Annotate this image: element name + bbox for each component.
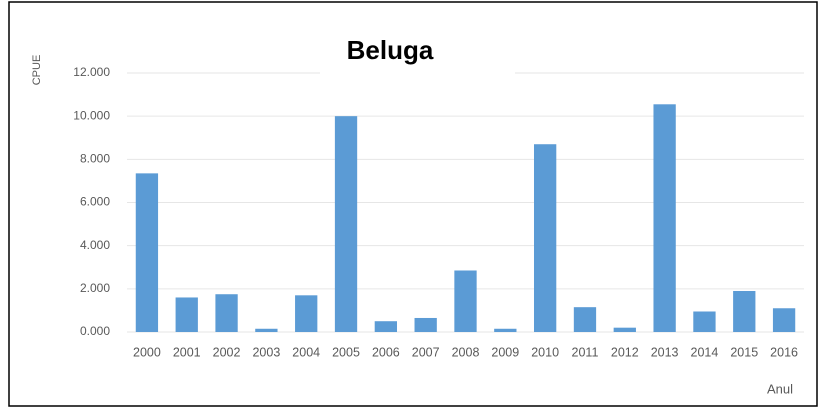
x-tick-label: 2000 [133,345,161,359]
x-tick-label: 2006 [372,345,400,359]
y-tick-label: 4.000 [80,238,110,252]
bar [772,308,796,332]
x-tick-label: 2013 [651,345,679,359]
bar [613,327,636,332]
bar [334,116,358,333]
y-tick-label: 10.000 [73,108,110,122]
bar [693,311,716,332]
x-tick-label: 2002 [213,345,241,359]
y-tick-label: 8.000 [80,152,110,166]
y-axis-label: CPUE [31,55,43,86]
bar [135,173,159,332]
x-tick-label: 2012 [611,345,639,359]
x-tick-label: 2001 [173,345,201,359]
bar [653,104,676,332]
bar [733,290,756,332]
bar [533,144,557,332]
x-tick-label: 2008 [452,345,480,359]
bar [175,297,198,332]
x-tick-label: 2009 [491,345,519,359]
x-tick-label: 2005 [332,345,360,359]
bar [295,295,318,332]
title-background [320,28,515,76]
bar [374,321,398,332]
x-tick-label: 2014 [691,345,719,359]
x-axis-label: Anul [767,381,793,396]
bar [414,317,437,332]
bar [215,294,238,332]
bar [494,328,517,332]
y-tick-label: 12.000 [73,65,110,79]
chart-title: Beluga [347,35,434,65]
x-tick-label: 2003 [252,345,280,359]
x-tick-label: 2004 [292,345,320,359]
y-tick-label: 6.000 [80,195,110,209]
bar [255,328,278,332]
y-tick-label: 2.000 [80,281,110,295]
x-tick-label: 2007 [412,345,440,359]
bar [454,270,477,332]
y-tick-label: 0.000 [80,324,110,338]
x-tick-label: 2010 [531,345,559,359]
x-tick-label: 2015 [730,345,758,359]
x-tick-label: 2016 [770,345,798,359]
x-tick-label: 2011 [572,345,599,359]
bar [573,307,597,332]
